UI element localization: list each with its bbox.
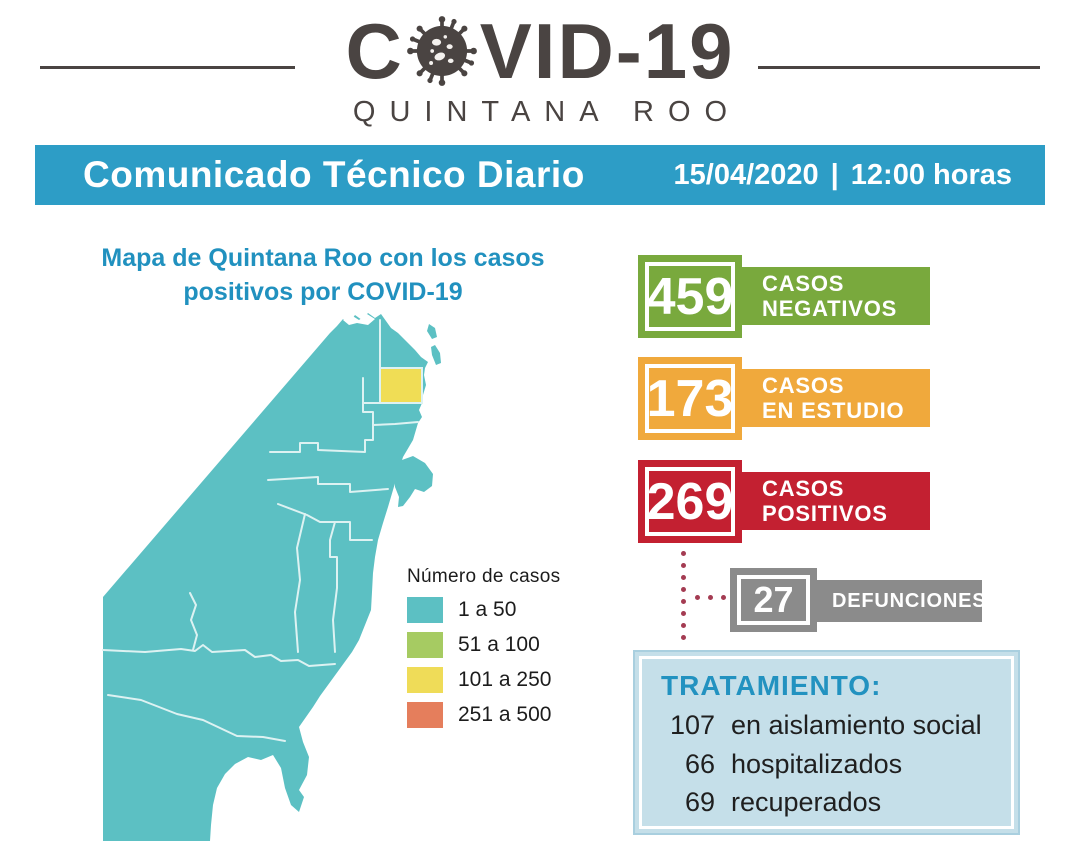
deaths-label: DEFUNCIONES: [832, 589, 987, 612]
treatment-item: 107 en aislamiento social: [661, 710, 1008, 741]
stat-label-bar: CASOS NEGATIVOS: [740, 267, 930, 325]
stat-row-casos-negativos: 459 CASOS NEGATIVOS: [638, 255, 930, 338]
legend-item: 251 a 500: [407, 702, 597, 728]
legend-swatch-teal: [407, 597, 443, 623]
map-title-line2: positivos por COVID-19: [183, 277, 463, 306]
header-rule-right: [758, 66, 1040, 69]
stat-label-line1: CASOS: [762, 270, 845, 296]
quintana-roo-map: [102, 313, 441, 841]
banner-separator: |: [830, 158, 839, 191]
stat-value-en-estudio: 173: [646, 369, 734, 428]
island-north-1: [427, 324, 437, 339]
deaths-connector-vertical: [681, 551, 686, 640]
stat-label-bar: CASOS EN ESTUDIO: [740, 369, 930, 427]
treatment-label: en aislamiento social: [731, 710, 982, 740]
benito-juarez-region-highlight: [379, 367, 423, 404]
stat-label-line1: CASOS: [762, 475, 845, 501]
stat-label-line2: NEGATIVOS: [762, 296, 898, 321]
stat-label-line1: CASOS: [762, 372, 845, 398]
header-rule-left: [40, 66, 295, 69]
stat-number-frame: 459: [645, 262, 735, 331]
island-north-2: [431, 345, 441, 365]
treatment-label: hospitalizados: [731, 748, 903, 779]
stat-row-casos-positivos: 269 CASOS POSITIVOS: [638, 460, 930, 543]
stat-number-box: 173: [638, 357, 742, 440]
treatment-box: TRATAMIENTO: 107 en aislamiento social 6…: [633, 650, 1020, 835]
legend-swatch-green: [407, 632, 443, 658]
logo-subtitle: QUINTANA ROO: [352, 96, 742, 128]
treatment-value: 107: [669, 710, 715, 740]
treatment-value: 69: [684, 787, 715, 818]
stat-value-positivos: 269: [646, 472, 734, 531]
deaths-value: 27: [753, 579, 794, 620]
legend-item: 101 a 250: [407, 667, 597, 693]
legend-swatch-yellow: [407, 667, 443, 693]
stat-label-line2: EN ESTUDIO: [762, 398, 905, 423]
stat-number-box: 459: [638, 255, 742, 338]
legend-label: 251 a 500: [458, 703, 552, 726]
stat-number-frame: 173: [645, 364, 735, 433]
stat-row-casos-en-estudio: 173 CASOS EN ESTUDIO: [638, 357, 930, 440]
treatment-content: TRATAMIENTO: 107 en aislamiento social 6…: [661, 670, 1008, 818]
banner-title: Comunicado Técnico Diario: [83, 154, 585, 195]
legend-swatch-orange: [407, 702, 443, 728]
banner: Comunicado Técnico Diario 15/04/2020 | 1…: [35, 145, 1045, 205]
legend-title: Número de casos: [407, 566, 561, 587]
legend-label: 51 a 100: [458, 633, 540, 656]
quintana-roo-mainland: [103, 313, 428, 841]
banner-datetime: 15/04/2020 | 12:00 horas: [674, 159, 1012, 192]
legend-item: 51 a 100: [407, 632, 597, 658]
stat-label-line2: POSITIVOS: [762, 501, 888, 526]
treatment-value: 66: [684, 748, 715, 779]
covid19-logo: C: [0, 12, 1080, 90]
stat-row-defunciones: 27 DEFUNCIONES: [730, 568, 986, 632]
stat-label-bar: CASOS POSITIVOS: [740, 472, 930, 530]
legend-label: 1 a 50: [458, 598, 517, 621]
map-title: Mapa de Quintana Roo con los casos posit…: [88, 242, 558, 310]
treatment-item: 66 hospitalizados: [661, 748, 1008, 780]
treatment-item: 69 recuperados: [661, 788, 1008, 818]
banner-time: 12:00 horas: [850, 158, 1012, 191]
deaths-number-frame: 27: [737, 575, 810, 625]
stat-value-negativos: 459: [646, 267, 734, 326]
north-lagoon: [343, 314, 375, 325]
cozumel-island: [394, 456, 433, 507]
stat-number-box: 269: [638, 460, 742, 543]
banner-date: 15/04/2020: [673, 158, 819, 191]
logo-text-pre: C: [345, 7, 404, 95]
treatment-label: recuperados: [731, 787, 882, 818]
legend-item: 1 a 50: [407, 597, 597, 623]
deaths-label-bar: DEFUNCIONES: [815, 580, 986, 622]
legend-label: 101 a 250: [458, 668, 552, 691]
stat-number-frame: 269: [645, 467, 735, 536]
map-title-line1: Mapa de Quintana Roo con los casos: [101, 244, 545, 272]
deaths-connector-horizontal: [695, 595, 726, 600]
treatment-box-inner-frame: [639, 656, 1014, 829]
deaths-number-box: 27: [730, 568, 817, 632]
coronavirus-icon: [406, 16, 477, 86]
treatment-title: TRATAMIENTO:: [661, 670, 882, 701]
map-legend: Número de casos 1 a 50 51 a 100 101 a 25…: [407, 566, 597, 728]
logo-text-post: VID-19: [479, 7, 735, 95]
municipal-boundaries: [102, 319, 419, 742]
